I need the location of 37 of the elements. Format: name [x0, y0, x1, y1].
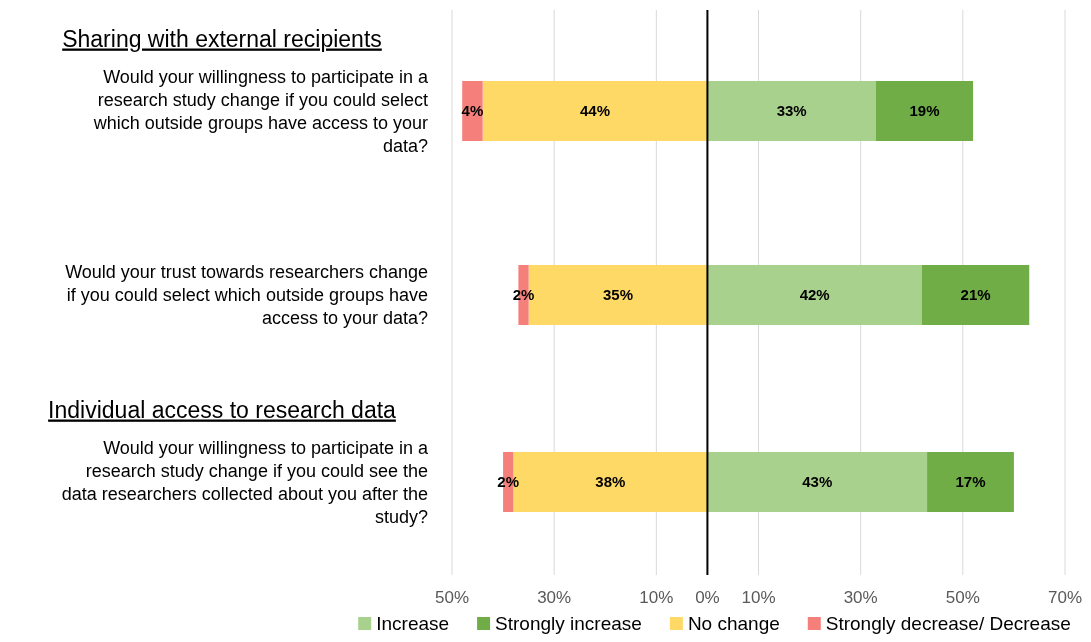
x-tick-label: 30%: [537, 588, 572, 607]
data-label: 19%: [909, 102, 940, 119]
bar: [482, 81, 708, 141]
data-label: 4%: [461, 102, 484, 119]
bar: [462, 81, 483, 141]
legend-label: Strongly increase: [495, 613, 642, 634]
data-label: 38%: [595, 473, 626, 490]
legend-label: Increase: [376, 613, 450, 634]
data-label: 43%: [802, 473, 833, 490]
bar: [875, 81, 974, 141]
text: Individual access to research data: [48, 396, 397, 423]
x-tick-label: 10%: [639, 588, 674, 607]
bar: [707, 452, 928, 512]
data-label: 2%: [497, 473, 520, 490]
y-tick-label: Would your willingness to participate in a research study change if you could select which outside groups have access to your data?: [92, 66, 429, 156]
x-tick-label: 70%: [1047, 588, 1083, 607]
data-label: 44%: [580, 102, 611, 119]
y-tick-label: Would your willingness to participate in a research study change if you could see the data researchers collected about you after the study?: [61, 437, 429, 527]
legend-label: No change: [687, 613, 780, 634]
data-label: 42%: [799, 286, 830, 303]
legend-label: Strongly decrease/ Decrease: [825, 613, 1071, 634]
data-label: 17%: [955, 473, 986, 490]
y-tick-label: Would your trust towards researchers change if you could select which outside groups have access to your data?: [65, 262, 428, 328]
x-tick-label: 0%: [695, 588, 720, 607]
bar: [921, 265, 1030, 325]
bar: [927, 452, 1014, 512]
x-tick-label: 10%: [741, 588, 776, 607]
data-label: 33%: [776, 102, 807, 119]
data-label: 21%: [960, 286, 991, 303]
x-tick-label: 50%: [434, 588, 470, 607]
bar: [707, 265, 922, 325]
x-tick-label: 50%: [945, 588, 980, 607]
x-tick-label: 30%: [843, 588, 878, 607]
data-label: 2%: [512, 286, 535, 303]
bar: [707, 81, 876, 141]
text: Sharing with external recipients: [62, 25, 382, 52]
data-label: 35%: [603, 286, 634, 303]
